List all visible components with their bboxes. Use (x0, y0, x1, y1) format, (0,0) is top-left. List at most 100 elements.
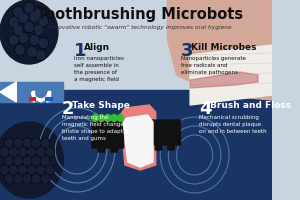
Text: 1: 1 (74, 42, 87, 60)
Circle shape (14, 156, 22, 166)
Circle shape (38, 38, 48, 48)
Circle shape (46, 166, 53, 174)
Circle shape (42, 175, 49, 183)
Text: Innovative robotic "swarm" technology improves oral hygiene: Innovative robotic "swarm" technology im… (49, 24, 232, 29)
Circle shape (42, 157, 49, 165)
Polygon shape (168, 120, 174, 150)
Circle shape (4, 156, 14, 166)
Circle shape (0, 0, 58, 64)
Circle shape (28, 148, 35, 156)
Circle shape (10, 166, 17, 174)
Circle shape (42, 139, 49, 147)
Text: Mechanical scrubbing
disrupts dental plaque
on and in between teeth: Mechanical scrubbing disrupts dental pla… (199, 115, 267, 134)
Text: Nanoparticles generate
free radicals and
eliminate pathogens: Nanoparticles generate free radicals and… (181, 56, 246, 75)
Circle shape (14, 157, 22, 165)
Text: Manipulating the
magnetic field changes
bristle shape to adapt to
teeth and gums: Manipulating the magnetic field changes … (61, 115, 130, 141)
Polygon shape (155, 120, 162, 150)
Circle shape (23, 157, 31, 165)
Circle shape (14, 174, 22, 184)
Circle shape (30, 12, 38, 21)
Circle shape (19, 166, 26, 174)
Circle shape (41, 156, 50, 166)
Circle shape (39, 38, 47, 47)
Polygon shape (174, 120, 181, 145)
Circle shape (105, 114, 111, 121)
Circle shape (10, 36, 18, 45)
Polygon shape (0, 0, 272, 90)
Circle shape (22, 138, 32, 148)
Circle shape (37, 148, 44, 156)
Polygon shape (120, 105, 156, 170)
Circle shape (27, 147, 36, 157)
Circle shape (14, 138, 22, 148)
Circle shape (29, 34, 39, 46)
Polygon shape (92, 120, 98, 148)
Circle shape (36, 49, 46, 60)
Circle shape (23, 175, 31, 183)
Circle shape (10, 148, 17, 156)
Polygon shape (123, 115, 153, 167)
Circle shape (1, 166, 8, 174)
Circle shape (4, 174, 14, 184)
Circle shape (9, 34, 19, 46)
Circle shape (25, 3, 33, 12)
Circle shape (27, 46, 37, 58)
Circle shape (4, 138, 14, 148)
Circle shape (13, 6, 23, 18)
Circle shape (1, 148, 8, 156)
Circle shape (37, 166, 44, 174)
Text: Take Shape: Take Shape (72, 101, 130, 110)
Circle shape (19, 32, 28, 44)
Circle shape (5, 175, 13, 183)
Circle shape (32, 138, 41, 148)
Circle shape (9, 17, 19, 27)
Circle shape (30, 36, 38, 45)
Circle shape (28, 47, 36, 56)
Text: Toothbrushing Microbots: Toothbrushing Microbots (37, 7, 243, 22)
Circle shape (16, 46, 24, 54)
Circle shape (36, 165, 45, 175)
Circle shape (0, 165, 9, 175)
Circle shape (22, 156, 32, 166)
Circle shape (117, 114, 124, 121)
Circle shape (24, 21, 34, 32)
Circle shape (41, 138, 50, 148)
Circle shape (9, 165, 18, 175)
Polygon shape (0, 90, 272, 200)
Circle shape (5, 157, 13, 165)
Polygon shape (167, 0, 272, 100)
Polygon shape (0, 82, 63, 102)
Text: Brush and Floss: Brush and Floss (210, 101, 291, 110)
Circle shape (5, 139, 13, 147)
Polygon shape (162, 120, 168, 145)
Text: 3: 3 (181, 42, 194, 60)
Text: 4: 4 (199, 100, 212, 118)
Circle shape (18, 147, 27, 157)
Circle shape (14, 175, 22, 183)
Circle shape (22, 174, 32, 184)
Circle shape (0, 122, 63, 198)
Circle shape (46, 148, 53, 156)
Circle shape (35, 25, 43, 34)
Circle shape (13, 24, 23, 36)
Circle shape (18, 165, 27, 175)
Text: Iron nanoparticles
self assemble in
the presence of
a magnetic field: Iron nanoparticles self assemble in the … (74, 56, 124, 82)
Circle shape (28, 166, 35, 174)
Circle shape (33, 175, 40, 183)
Circle shape (15, 45, 25, 55)
Polygon shape (105, 120, 111, 148)
Circle shape (19, 12, 28, 23)
Polygon shape (149, 120, 155, 145)
Circle shape (0, 147, 9, 157)
Circle shape (33, 157, 40, 165)
Circle shape (19, 148, 26, 156)
Circle shape (34, 24, 44, 36)
Circle shape (27, 165, 36, 175)
Circle shape (20, 33, 28, 43)
Circle shape (36, 7, 44, 17)
Circle shape (36, 147, 45, 157)
Polygon shape (190, 72, 258, 88)
Circle shape (92, 114, 98, 121)
Circle shape (37, 50, 45, 60)
Circle shape (35, 6, 45, 18)
